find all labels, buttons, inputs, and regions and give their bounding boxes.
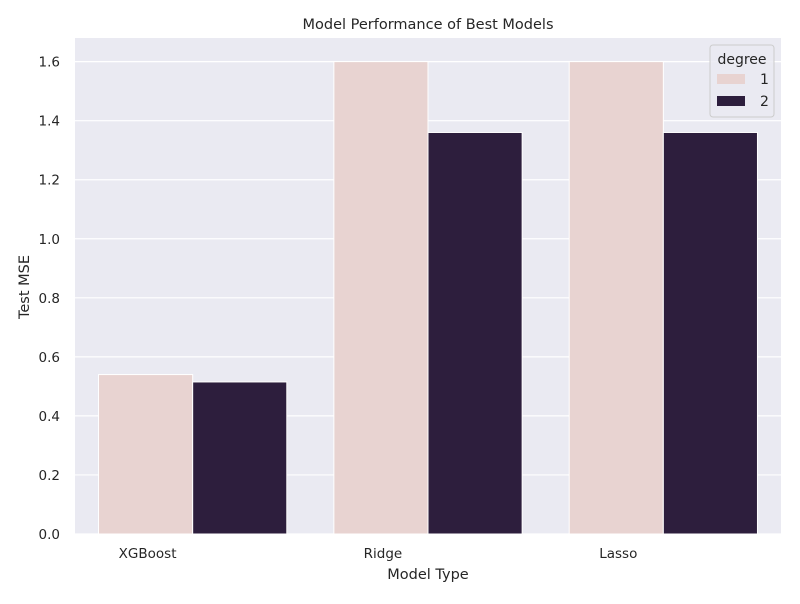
- bar-lasso-degree-2: [662, 131, 758, 535]
- y-tick-label: 0.4: [39, 409, 60, 425]
- y-tick-label: 0.2: [39, 468, 60, 484]
- y-tick-label: 1.0: [39, 232, 60, 248]
- legend-label-degree-1: 1: [760, 72, 769, 88]
- bar-xgboost-degree-1: [98, 374, 194, 535]
- x-axis-ticks: XGBoost Ridge Lasso: [119, 546, 638, 562]
- y-tick-label: 1.4: [39, 114, 60, 130]
- y-tick-label: 0.0: [39, 527, 60, 543]
- legend-swatch-degree-2: [717, 96, 745, 106]
- bar-xgboost-degree-2: [192, 381, 288, 535]
- y-axis-label: Test MSE: [17, 255, 33, 320]
- x-tick-label: Lasso: [599, 546, 637, 562]
- x-tick-label: Ridge: [364, 546, 403, 562]
- legend-swatch-degree-1: [717, 74, 745, 84]
- y-tick-label: 1.6: [39, 55, 60, 71]
- bar-lasso-degree-1: [568, 61, 664, 535]
- legend-title: degree: [717, 52, 766, 68]
- legend: degree 1 2: [709, 44, 775, 118]
- bar-ridge-degree-2: [427, 131, 523, 535]
- bars: [98, 61, 758, 535]
- bar-ridge-degree-1: [333, 61, 429, 535]
- y-tick-label: 0.6: [39, 350, 60, 366]
- chart-title: Model Performance of Best Models: [302, 17, 553, 33]
- y-axis-ticks: 0.0 0.2 0.4 0.6 0.8 1.0 1.2 1.4 1.6: [39, 55, 60, 543]
- x-axis-label: Model Type: [387, 567, 469, 583]
- legend-label-degree-2: 2: [760, 94, 769, 110]
- y-tick-label: 0.8: [39, 291, 60, 307]
- y-tick-label: 1.2: [39, 173, 60, 189]
- x-tick-label: XGBoost: [119, 546, 177, 562]
